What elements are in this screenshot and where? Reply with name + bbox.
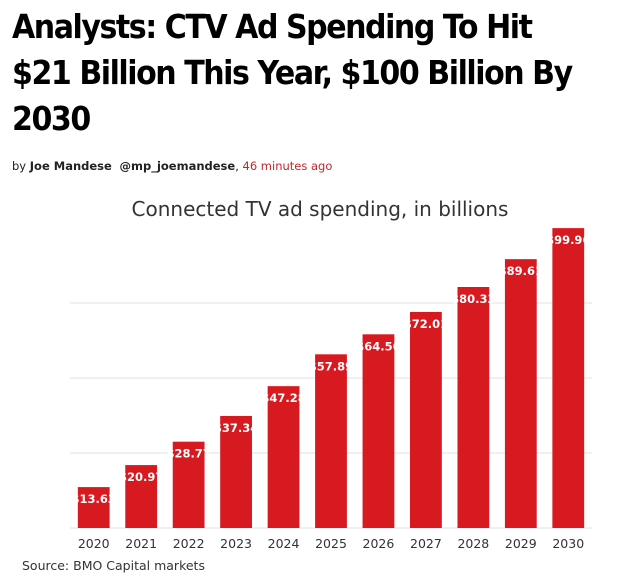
chart-data-labels: $13.63$20.97$28.77 $37.34 $47.28 $57.89$64.… [72, 233, 591, 506]
data-label-2028: $80.33 [451, 292, 495, 306]
bar-2028 [457, 287, 490, 528]
data-label-2029: $89.61 [499, 264, 543, 278]
bar-2025 [315, 354, 347, 528]
chart-bars [77, 228, 585, 528]
x-tick-2024: 2024 [268, 536, 300, 551]
x-tick-2029: 2029 [505, 536, 537, 551]
data-label-2020: $13.63 [72, 492, 116, 506]
byline-separator: , [235, 159, 239, 173]
x-tick-2028: 2028 [457, 536, 489, 551]
bar-2022 [172, 441, 205, 528]
bar-2030 [552, 228, 585, 528]
data-label-2024: $47.28 [261, 391, 305, 405]
x-tick-2025: 2025 [315, 536, 347, 551]
bar-2023 [220, 415, 252, 528]
bar-2020 [77, 487, 110, 528]
bar-2021 [125, 465, 158, 528]
chart-x-tick-labels: 2020 2021 2022 2023 2024 2025 2026 2027 2028 2029… [78, 536, 584, 551]
x-tick-2023: 2023 [220, 536, 252, 551]
article-byline: by Joe Mandese @mp_joemandese, 46 minute… [12, 158, 332, 174]
x-tick-2021: 2021 [125, 536, 157, 551]
ctv-spending-chart: Connected TV ad spending, in billions $1… [22, 197, 592, 573]
author-handle-link[interactable]: @mp_joemandese [119, 159, 236, 173]
data-label-2025: $57.89 [309, 359, 353, 373]
author-link[interactable]: Joe Mandese [29, 159, 112, 173]
x-tick-2030: 2030 [552, 536, 584, 551]
data-label-2022: $28.77 [166, 447, 210, 461]
bar-2024 [267, 386, 300, 528]
data-label-2021: $20.97 [119, 470, 163, 484]
article-headline: Analysts: CTV Ad Spending To Hit $21 Bil… [12, 7, 573, 138]
chart-title: Connected TV ad spending, in billions [132, 197, 509, 221]
byline-prefix: by [12, 159, 27, 173]
data-label-2023: $37.34 [214, 421, 258, 435]
x-tick-2027: 2027 [410, 536, 442, 551]
publish-time: 46 minutes ago [242, 159, 333, 173]
chart-source: Source: BMO Capital markets [22, 558, 205, 573]
data-label-2027: $72.01 [404, 317, 448, 331]
bar-2026 [362, 334, 395, 528]
x-tick-2026: 2026 [363, 536, 395, 551]
bar-2029 [504, 259, 537, 528]
bar-2027 [410, 311, 442, 528]
x-tick-2022: 2022 [173, 536, 205, 551]
data-label-2030: $99.96 [546, 233, 590, 247]
data-label-2026: $64.56 [356, 339, 400, 353]
x-tick-2020: 2020 [78, 536, 110, 551]
chart-container: Connected TV ad spending, in billions $1… [0, 188, 639, 583]
